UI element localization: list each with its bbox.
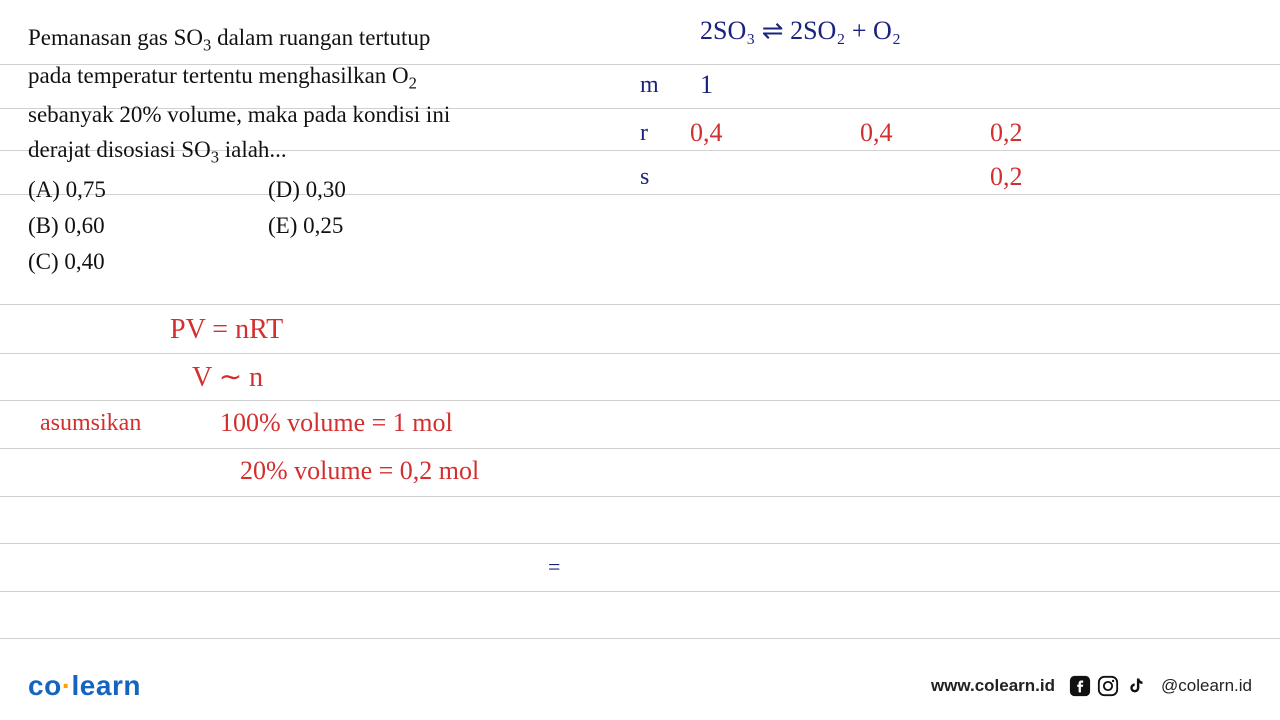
hw-ice-r-so2: 0,4 (860, 118, 893, 148)
logo-learn: learn (72, 670, 141, 701)
question-line2-sub: 2 (409, 74, 417, 93)
ruled-line (0, 638, 1280, 639)
hw-ice-m-so3: 1 (700, 70, 713, 100)
option-e: (E) 0,25 (268, 208, 343, 244)
question-line1a: Pemanasan gas SO (28, 25, 203, 50)
question-line2a: pada temperatur tertentu menghasilkan O (28, 63, 409, 88)
tiktok-icon (1125, 675, 1147, 697)
question-line4b: ialah... (219, 137, 287, 162)
question-text: Pemanasan gas SO 3 dalam ruangan tertutup… (28, 20, 558, 279)
hw-ice-s-o2: 0,2 (990, 162, 1023, 192)
option-d: (D) 0,30 (268, 172, 346, 208)
option-a: (A) 0,75 (28, 172, 268, 208)
footer-handle: @colearn.id (1161, 676, 1252, 696)
question-line4a: derajat disosiasi SO (28, 137, 211, 162)
footer-right: www.colearn.id @colearn.id (931, 675, 1252, 697)
hw-pv-nrt: PV = nRT (170, 314, 283, 346)
question-line1b: dalam ruangan tertutup (211, 25, 430, 50)
instagram-icon (1097, 675, 1119, 697)
hw-ice-r-label: r (640, 120, 648, 147)
hw-ice-r-so3: 0,4 (690, 118, 723, 148)
hw-ice-m-label: m (640, 72, 659, 99)
hw-equation: 2SO₃ ⇌ 2SO₂ + O₂ (700, 16, 901, 46)
hw-vol-100: 100% volume = 1 mol (220, 408, 453, 438)
footer: co·learn www.colearn.id @colearn.id (0, 670, 1280, 702)
ruled-line (0, 400, 1280, 401)
ruled-line (0, 496, 1280, 497)
ruled-line (0, 591, 1280, 592)
facebook-icon (1069, 675, 1091, 697)
logo-co: co (28, 670, 62, 701)
question-line3: sebanyak 20% volume, maka pada kondisi i… (28, 97, 558, 133)
hw-assume: asumsikan (40, 410, 141, 437)
social-icons (1069, 675, 1147, 697)
option-b: (B) 0,60 (28, 208, 268, 244)
ruled-line (0, 353, 1280, 354)
question-line4-sub: 3 (211, 148, 219, 167)
footer-url: www.colearn.id (931, 676, 1055, 696)
logo: co·learn (28, 670, 141, 702)
ruled-line (0, 543, 1280, 544)
ruled-line (0, 448, 1280, 449)
hw-vol-20: 20% volume = 0,2 mol (240, 456, 479, 486)
ruled-line (0, 304, 1280, 305)
hw-v-n: V ∼ n (192, 360, 263, 394)
option-c: (C) 0,40 (28, 244, 268, 280)
hw-equals-stray: = (548, 554, 560, 580)
logo-dot: · (62, 670, 72, 701)
hw-ice-s-label: s (640, 164, 649, 191)
hw-ice-r-o2: 0,2 (990, 118, 1023, 148)
